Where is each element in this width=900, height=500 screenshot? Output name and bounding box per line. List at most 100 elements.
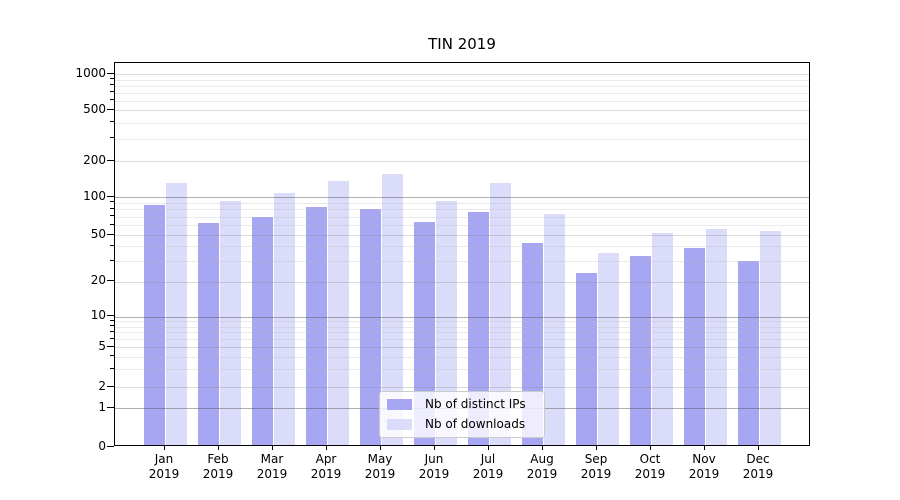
ytick-minor-9: [110, 319, 114, 321]
legend-swatch-distinct-ips: [387, 399, 412, 410]
gridline-minor-3: [115, 369, 809, 371]
xtick-jul: [487, 446, 489, 450]
xtick-year: 2019: [148, 467, 180, 481]
ytick-minor-7: [110, 330, 114, 332]
bar-distinct-ips-may: [360, 208, 381, 445]
bars-layer: [115, 63, 809, 445]
gridline-minor-700: [115, 92, 809, 94]
xtick-month: Jan: [154, 452, 174, 466]
xtick-label-jun: Jun 2019: [406, 452, 462, 482]
xtick-year: 2019: [580, 467, 612, 481]
xtick-month: Feb: [207, 452, 229, 466]
xtick-month: Oct: [639, 452, 661, 466]
gridline-minor-400: [115, 122, 809, 124]
xtick-label-sep: Sep 2019: [568, 452, 624, 482]
bar-distinct-ips-nov: [684, 248, 705, 445]
ytick-minor-40: [110, 244, 114, 246]
xtick-month: Nov: [692, 452, 716, 466]
legend-swatch-downloads: [387, 419, 412, 430]
xtick-year: 2019: [256, 467, 288, 481]
ytick-200: [107, 159, 114, 161]
ytick-10: [107, 315, 114, 317]
gridline-secondary-50: [115, 235, 809, 236]
plot-area: Nb of distinct IPs Nb of downloads: [114, 62, 810, 446]
gridline-minor-70: [115, 216, 809, 218]
xtick-jun: [433, 446, 435, 450]
ytick-minor-8: [110, 325, 114, 326]
bar-downloads-jun: [436, 200, 457, 445]
ytick-1000: [107, 72, 114, 74]
gridline-minor-30: [115, 261, 809, 262]
gridline-minor-40: [115, 246, 809, 248]
gridline-major-100: [115, 197, 809, 198]
bar-downloads-sep: [598, 252, 619, 445]
ytick-label-200: 200: [83, 152, 106, 167]
gridline-minor-6: [115, 339, 809, 340]
xtick-label-aug: Aug 2019: [514, 452, 570, 482]
ytick-minor-30: [110, 259, 114, 261]
chart-title: TIN 2019: [428, 35, 496, 53]
gridline-minor-80: [115, 209, 809, 211]
bar-downloads-oct: [652, 233, 673, 445]
bar-downloads-dec: [760, 230, 781, 445]
bar-distinct-ips-jul: [468, 211, 489, 445]
ytick-minor-400: [110, 121, 114, 123]
ytick-50: [107, 233, 114, 235]
gridline-minor-4: [115, 356, 809, 358]
ytick-label-20: 20: [90, 273, 106, 288]
xtick-apr: [325, 446, 327, 450]
ytick-label-500: 500: [83, 101, 106, 116]
xtick-month: Sep: [584, 452, 608, 466]
gridline-secondary-200: [115, 161, 809, 162]
bar-downloads-nov: [706, 228, 727, 445]
xtick-label-jan: Jan 2019: [136, 452, 192, 482]
ytick-label-1: 1: [98, 399, 106, 414]
gridline-minor-90: [115, 202, 809, 204]
xtick-year: 2019: [202, 467, 234, 481]
ytick-20: [107, 280, 114, 282]
legend-label-distinct-ips: Nb of distinct IPs: [425, 397, 526, 411]
xtick-month: Jul: [480, 452, 496, 466]
ytick-minor-60: [110, 223, 114, 225]
xtick-year: 2019: [364, 467, 396, 481]
xtick-month: Mar: [260, 452, 284, 466]
gridline-secondary-5: [115, 347, 809, 348]
ytick-label-2: 2: [98, 378, 106, 393]
ytick-500: [107, 108, 114, 110]
xtick-label-mar: Mar 2019: [244, 452, 300, 482]
xtick-year: 2019: [526, 467, 558, 481]
legend-item-downloads: Nb of downloads: [387, 418, 537, 431]
ytick-label-0: 0: [98, 438, 106, 453]
xtick-year: 2019: [742, 467, 774, 481]
xtick-oct: [649, 446, 651, 450]
xtick-sep: [595, 446, 597, 450]
gridline-secondary-20: [115, 281, 809, 283]
ytick-minor-300: [110, 137, 114, 139]
bar-distinct-ips-oct: [630, 255, 651, 445]
xtick-year: 2019: [634, 467, 666, 481]
bar-distinct-ips-apr: [306, 207, 327, 445]
xtick-dec: [757, 446, 759, 450]
xtick-jan: [163, 446, 165, 450]
ytick-minor-6: [110, 337, 114, 339]
bar-distinct-ips-mar: [252, 217, 273, 445]
ytick-minor-80: [110, 207, 114, 209]
ytick-minor-3: [110, 367, 114, 369]
bar-downloads-jul: [490, 183, 511, 445]
gridline-secondary-500: [115, 110, 809, 112]
gridline-minor-300: [115, 138, 809, 140]
legend-label-downloads: Nb of downloads: [425, 417, 526, 431]
xtick-feb: [217, 446, 219, 450]
bar-downloads-jan: [166, 183, 187, 445]
bar-distinct-ips-jan: [144, 205, 165, 445]
gridline-minor-800: [115, 85, 809, 87]
ytick-minor-90: [110, 201, 114, 203]
xtick-mar: [271, 446, 273, 450]
ytick-5: [107, 345, 114, 347]
xtick-month: May: [367, 452, 393, 466]
bar-distinct-ips-feb: [198, 223, 219, 445]
ytick-minor-600: [110, 99, 114, 101]
xtick-year: 2019: [418, 467, 450, 481]
xtick-label-feb: Feb 2019: [190, 452, 246, 482]
xtick-year: 2019: [310, 467, 342, 481]
